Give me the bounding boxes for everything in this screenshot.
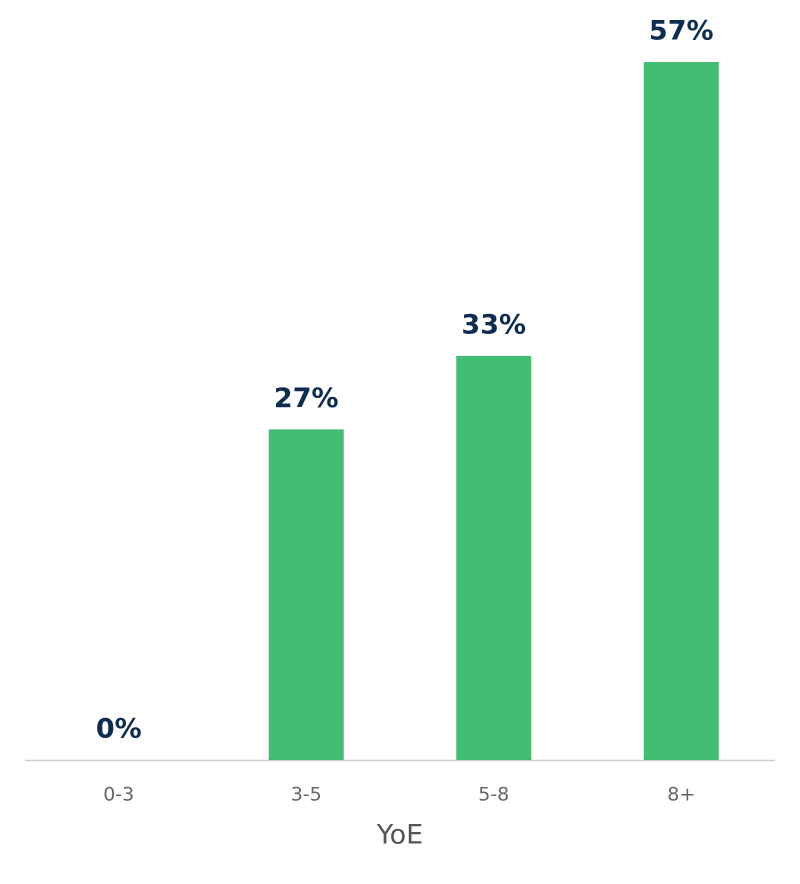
x-axis-title: YoE: [376, 820, 424, 851]
value-label: 27%: [274, 383, 339, 414]
value-label: 57%: [649, 16, 714, 47]
bar: [643, 62, 719, 760]
x-tick-label: 8+: [667, 784, 695, 806]
x-tick-label: 3-5: [291, 784, 322, 806]
bar: [456, 355, 532, 760]
value-label: 33%: [461, 309, 526, 340]
x-tick-label: 0-3: [103, 784, 134, 806]
x-tick-label: 5-8: [478, 784, 509, 806]
value-label: 0%: [96, 714, 142, 745]
bar: [268, 429, 344, 760]
